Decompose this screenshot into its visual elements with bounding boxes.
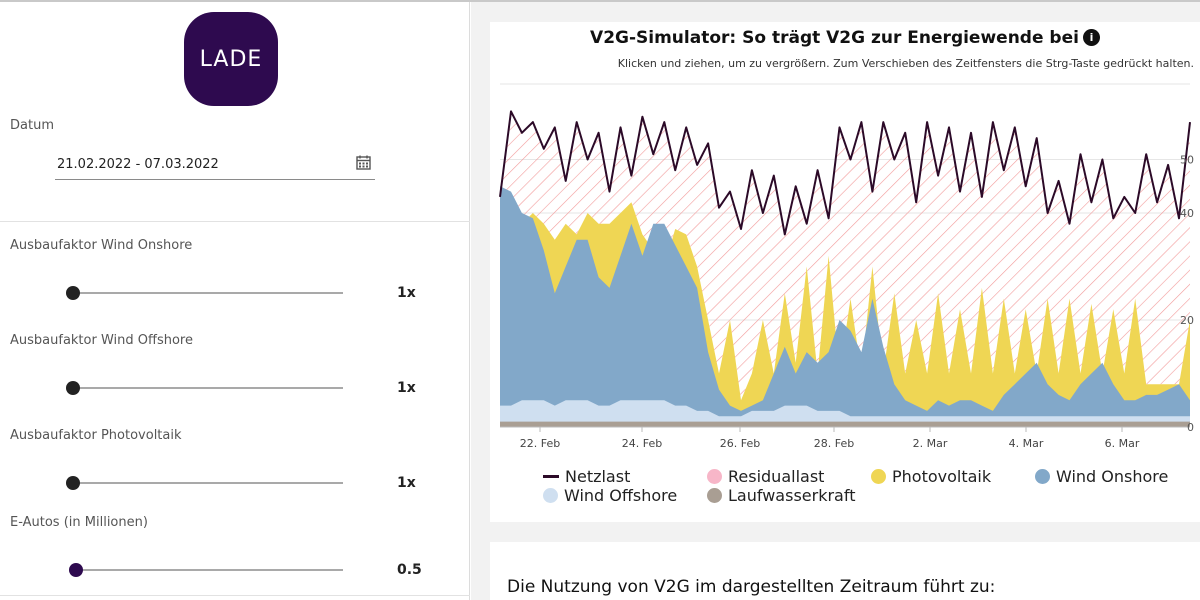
y-tick-label: 0 [1187,421,1194,434]
laufwasserkraft-area[interactable] [500,421,1190,427]
main-content: 22. Feb 24. Feb 26. Feb 28. Feb 2. Mar 4. Mar… [471,2,1200,600]
chart-title-text: V2G-Simulator: So trägt V2G zur Energiew… [590,28,1079,48]
legend-label: Wind Offshore [564,486,678,505]
legend-item-wind-onshore[interactable]: Wind Onshore [1035,467,1168,486]
x-tick-label: 26. Feb [720,437,760,450]
legend-item-photovoltaik[interactable]: Photovoltaik [871,467,991,486]
slider-label-wind-onshore: Ausbaufaktor Wind Onshore [10,238,193,253]
slider-wind-offshore[interactable] [66,381,343,395]
legend-item-laufwasserkraft[interactable]: Laufwasserkraft [707,486,855,505]
legend-dot-symbol [707,469,722,484]
slider-thumb[interactable] [66,286,80,300]
x-tick-label: 6. Mar [1105,437,1140,450]
legend-label: Netzlast [565,467,631,486]
lade-logo: LADE [184,12,278,106]
date-range-input[interactable] [55,150,335,178]
settings-sidebar: LADE Datum Ausbaufaktor Wind Onshore 1x … [0,2,470,600]
result-card: Die Nutzung von V2G im dargestellten Zei… [490,542,1200,600]
legend-item-residuallast[interactable]: Residuallast [707,467,824,486]
legend-label: Residuallast [728,467,825,486]
legend-item-netzlast[interactable]: Netzlast [543,467,630,486]
legend-line-symbol [543,475,559,478]
calendar-icon[interactable] [356,155,371,170]
slider-value-wind-offshore: 1x [397,380,416,396]
chart-subtitle: Klicken und ziehen, um zu vergrößern. Zu… [617,57,1194,70]
x-tick-label: 28. Feb [814,437,854,450]
x-tick-label: 2. Mar [913,437,948,450]
legend-item-wind-offshore[interactable]: Wind Offshore [543,486,677,505]
slider-wind-onshore[interactable] [66,286,343,300]
date-range-field[interactable] [55,150,375,180]
slider-thumb[interactable] [68,563,83,577]
residuallast-area[interactable] [500,111,1190,401]
chart-plot[interactable]: 22. Feb 24. Feb 26. Feb 28. Feb 2. Mar 4. Mar… [490,22,1200,462]
x-tick-label: 22. Feb [520,437,560,450]
y-tick-label: 40 [1180,207,1194,220]
top-border [0,0,1200,2]
legend-label: Laufwasserkraft [728,486,856,505]
slider-track[interactable] [73,292,343,294]
legend-dot-symbol [543,488,558,503]
sidebar-divider [0,595,470,596]
slider-thumb[interactable] [66,381,80,395]
y-tick-label: 50 [1180,154,1194,167]
legend-label: Wind Onshore [1056,467,1169,486]
logo-text: LADE [199,46,263,72]
y-tick-label: 20 [1180,314,1194,327]
wind-offshore-area[interactable] [500,400,1190,427]
slider-label-e-autos: E-Autos (in Millionen) [10,515,148,530]
netzlast-line[interactable] [499,110,1191,236]
slider-track[interactable] [73,482,343,484]
slider-value-photovoltaik: 1x [397,475,416,491]
x-tick-label: 4. Mar [1009,437,1044,450]
legend-dot-symbol [871,469,886,484]
wind-onshore-area[interactable] [500,186,1190,427]
slider-label-wind-offshore: Ausbaufaktor Wind Offshore [10,333,193,348]
slider-track[interactable] [73,569,343,571]
chart-card: 22. Feb 24. Feb 26. Feb 28. Feb 2. Mar 4. Mar… [490,22,1200,522]
legend-dot-symbol [1035,469,1050,484]
sidebar-divider [0,221,470,222]
slider-e-autos[interactable] [68,563,343,577]
legend-dot-symbol [707,488,722,503]
slider-label-photovoltaik: Ausbaufaktor Photovoltaik [10,428,182,443]
date-label: Datum [10,118,54,133]
result-heading: Die Nutzung von V2G im dargestellten Zei… [507,577,996,597]
info-icon[interactable]: i [1082,29,1100,46]
x-tick-label: 24. Feb [622,437,662,450]
slider-value-wind-onshore: 1x [397,285,416,301]
slider-photovoltaik[interactable] [66,476,343,490]
slider-thumb[interactable] [66,476,80,490]
slider-value-e-autos: 0.5 [397,562,422,578]
slider-track[interactable] [73,387,343,389]
chart-title: V2G-Simulator: So trägt V2G zur Energiew… [490,28,1200,48]
legend-label: Photovoltaik [892,467,992,486]
